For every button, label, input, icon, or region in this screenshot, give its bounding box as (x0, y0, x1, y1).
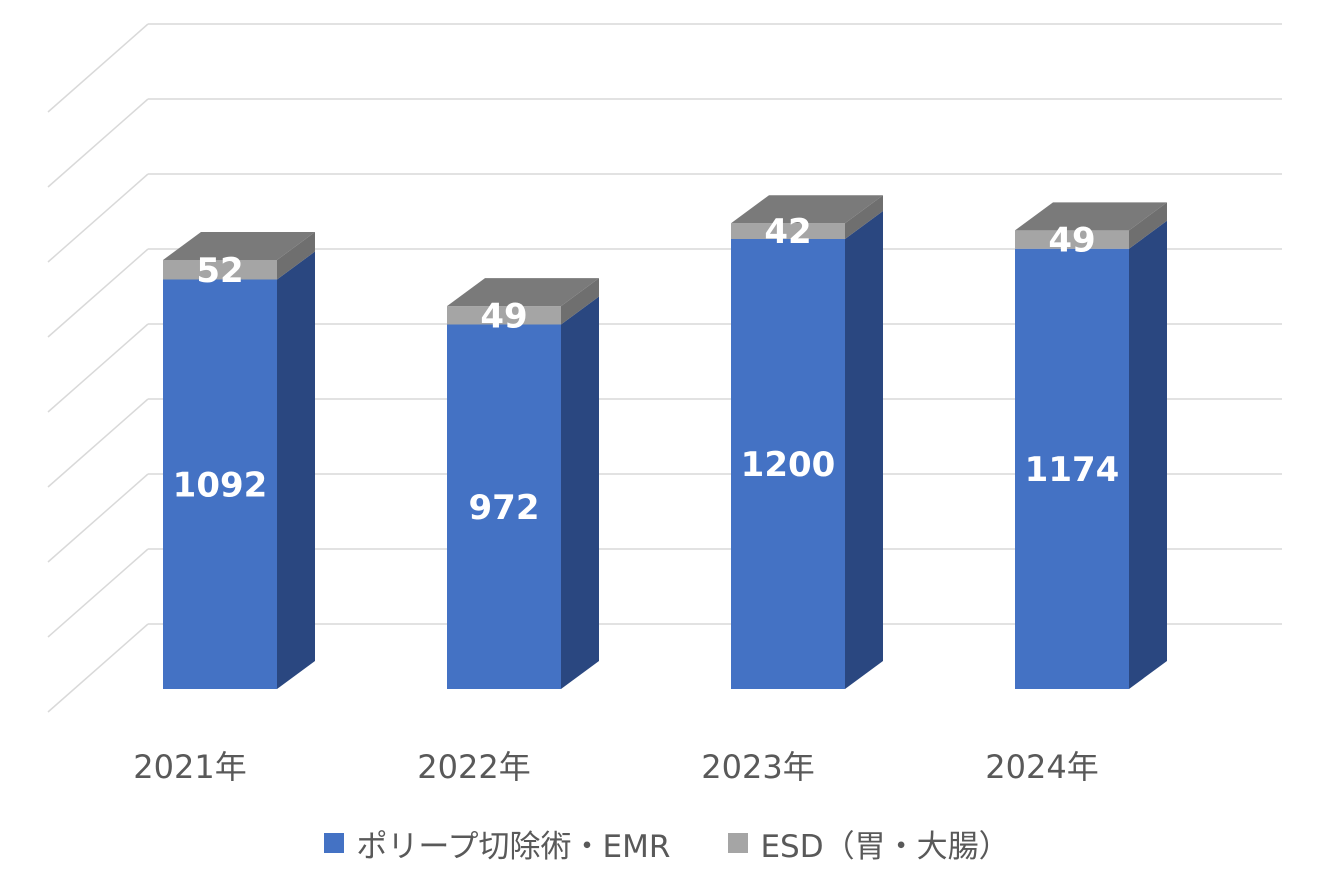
gridline-diagonal (47, 173, 149, 263)
legend-label-emr: ポリープ切除術・EMR (356, 828, 671, 865)
bar-side-face (277, 251, 315, 689)
data-label: 1200 (741, 445, 836, 485)
data-labels: 1092 52 972 49 1200 42 1174 49 (173, 212, 1120, 528)
bar-side-face (561, 278, 599, 325)
data-label: 972 (469, 488, 540, 528)
legend-item-emr[interactable]: ポリープ切除術・EMR (324, 821, 670, 866)
data-label: 49 (480, 296, 527, 336)
bar-segment (447, 324, 561, 689)
bar-side-face (561, 296, 599, 689)
data-label: 52 (196, 251, 243, 291)
gridline-diagonal (47, 623, 149, 713)
bar-segment (163, 279, 277, 689)
bar-side-face (1129, 202, 1167, 249)
x-tick-label: 2023年 (701, 748, 814, 786)
data-label: 1092 (173, 465, 268, 505)
bar-top-face (1015, 202, 1167, 231)
x-tick-label: 2022年 (417, 748, 530, 786)
data-label: 49 (1048, 221, 1095, 261)
x-tick-label: 2021年 (133, 748, 246, 786)
gridline-diagonal (47, 323, 149, 413)
bar-top-face (447, 278, 599, 307)
data-label: 42 (764, 212, 811, 252)
legend-swatch-esd (728, 833, 749, 853)
bar-segment (1015, 248, 1129, 689)
gridline-diagonal (47, 398, 149, 488)
gridline-diagonal (47, 23, 149, 113)
bar-side-face (845, 211, 883, 689)
bar-segment (1015, 230, 1129, 249)
legend-swatch-emr (324, 833, 345, 853)
data-label: 1174 (1025, 450, 1120, 490)
bar-segment (163, 260, 277, 280)
bar-side-face (277, 232, 315, 280)
bar-series (163, 195, 1167, 689)
bar-top-face (163, 232, 315, 260)
legend-label-esd: ESD（胃・大腸） (760, 828, 1010, 865)
gridline-diagonal (47, 248, 149, 338)
bar-segment (447, 306, 561, 325)
gridline-diagonal (47, 548, 149, 638)
x-tick-label: 2024年 (985, 748, 1098, 786)
gridline-diagonal (47, 473, 149, 563)
bar-side-face (845, 195, 883, 239)
x-axis-tick-labels: 2021年 2022年 2023年 2024年 (133, 748, 1098, 786)
bar-top-face (731, 195, 883, 224)
legend: ポリープ切除術・EMR ESD（胃・大腸） (0, 818, 1334, 868)
gridline-diagonal (47, 98, 149, 188)
bar-segment (731, 223, 845, 239)
bar-side-face (1129, 220, 1167, 689)
legend-item-esd[interactable]: ESD（胃・大腸） (728, 821, 1010, 866)
bar-segment (731, 239, 845, 689)
